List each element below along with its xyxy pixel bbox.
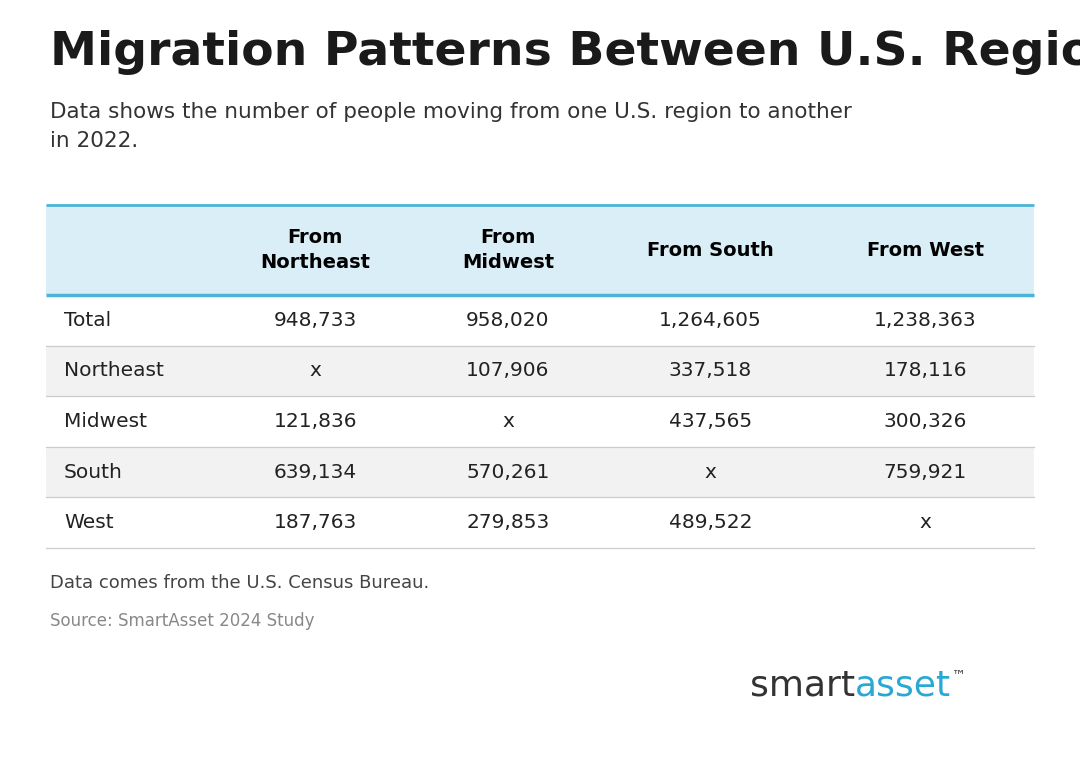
- Text: 948,733: 948,733: [273, 311, 356, 330]
- Text: ™: ™: [953, 668, 967, 682]
- Text: 279,853: 279,853: [467, 513, 550, 532]
- Text: Northeast: Northeast: [64, 361, 164, 380]
- Text: From
Northeast: From Northeast: [260, 228, 370, 272]
- Text: x: x: [502, 412, 514, 431]
- Text: x: x: [704, 463, 716, 481]
- Text: 337,518: 337,518: [669, 361, 752, 380]
- Text: Midwest: Midwest: [64, 412, 147, 431]
- Text: 107,906: 107,906: [467, 361, 550, 380]
- Text: From
Midwest: From Midwest: [462, 228, 554, 272]
- Bar: [46, 295, 1034, 346]
- Text: 1,264,605: 1,264,605: [659, 311, 761, 330]
- Text: x: x: [919, 513, 931, 532]
- Text: 437,565: 437,565: [669, 412, 752, 431]
- Text: Data comes from the U.S. Census Bureau.: Data comes from the U.S. Census Bureau.: [50, 574, 429, 592]
- Bar: [46, 497, 1034, 548]
- Text: 570,261: 570,261: [467, 463, 550, 481]
- Bar: [46, 447, 1034, 497]
- Text: 1,238,363: 1,238,363: [874, 311, 976, 330]
- Bar: [46, 346, 1034, 397]
- Text: 958,020: 958,020: [467, 311, 550, 330]
- Text: asset: asset: [855, 668, 951, 702]
- Text: 759,921: 759,921: [883, 463, 967, 481]
- Bar: [46, 397, 1034, 447]
- Text: From West: From West: [867, 240, 984, 259]
- Text: West: West: [64, 513, 113, 532]
- Text: 639,134: 639,134: [273, 463, 356, 481]
- Text: 121,836: 121,836: [273, 412, 357, 431]
- Text: South: South: [64, 463, 123, 481]
- Text: 178,116: 178,116: [883, 361, 967, 380]
- Text: From South: From South: [647, 240, 773, 259]
- Text: Source: SmartAsset 2024 Study: Source: SmartAsset 2024 Study: [50, 612, 314, 630]
- Bar: [46, 205, 1034, 295]
- Text: Data shows the number of people moving from one U.S. region to another
in 2022.: Data shows the number of people moving f…: [50, 102, 852, 151]
- Text: x: x: [309, 361, 321, 380]
- Text: Migration Patterns Between U.S. Regions: Migration Patterns Between U.S. Regions: [50, 30, 1080, 75]
- Text: 187,763: 187,763: [273, 513, 356, 532]
- Text: smart: smart: [750, 668, 855, 702]
- Text: Total: Total: [64, 311, 111, 330]
- Text: 300,326: 300,326: [883, 412, 967, 431]
- Text: 489,522: 489,522: [669, 513, 752, 532]
